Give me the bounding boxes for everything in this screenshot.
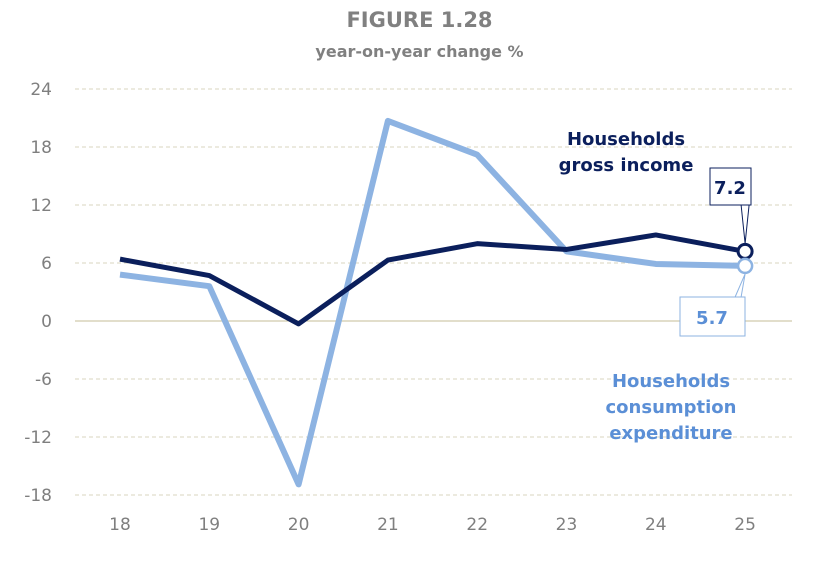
y-tick-label: 0: [41, 312, 52, 332]
x-tick-label: 21: [377, 515, 399, 535]
end-label-gross-income: 7.2: [714, 178, 746, 199]
x-tick-label: 20: [288, 515, 310, 535]
series-label-gross-income: gross income: [559, 155, 694, 176]
y-tick-label: -6: [35, 370, 52, 390]
end-label-consumption: 5.7: [696, 308, 728, 329]
x-tick-label: 23: [556, 515, 578, 535]
data-point-end-consumption: [736, 257, 754, 275]
chart-title: FIGURE 1.28: [346, 8, 493, 32]
x-tick-label: 24: [645, 515, 667, 535]
series-label-gross-income: Households: [567, 129, 685, 150]
callout-pointer: [734, 273, 746, 298]
callout-box-gross-income: [709, 167, 752, 206]
y-tick-label: 18: [30, 138, 52, 158]
y-tick-label: -12: [24, 428, 52, 448]
series-line-consumption: [119, 117, 746, 488]
x-tick-label: 22: [466, 515, 488, 535]
series-label-consumption: consumption: [606, 397, 737, 418]
y-tick-label: -18: [24, 486, 52, 506]
x-tick-label: 25: [734, 515, 756, 535]
y-tick-label: 6: [41, 254, 52, 274]
data-point-end-gross-income: [736, 242, 754, 260]
x-tick-label: 19: [198, 515, 220, 535]
callout-pointer: [740, 204, 750, 244]
x-tick-label: 18: [109, 515, 131, 535]
y-tick-label: 12: [30, 196, 52, 216]
chart-subtitle: year-on-year change %: [315, 42, 524, 61]
series-label-consumption: expenditure: [609, 423, 732, 444]
callout-box-consumption: [679, 296, 746, 337]
y-tick-label: 24: [30, 80, 52, 100]
series-label-consumption: Households: [612, 371, 730, 392]
series-line-gross-income: [119, 232, 746, 327]
